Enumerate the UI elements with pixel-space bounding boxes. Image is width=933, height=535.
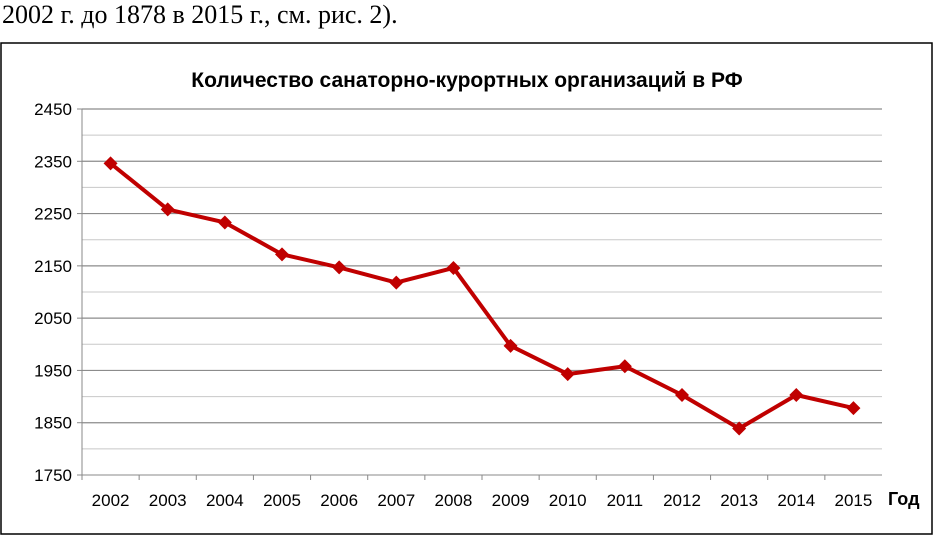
y-tick-label: 1750: [34, 466, 72, 485]
data-point-marker: [389, 275, 404, 290]
data-point-marker: [217, 215, 232, 230]
data-point-marker: [846, 401, 861, 416]
data-point-marker: [617, 359, 632, 374]
x-tick-label: 2002: [92, 491, 130, 510]
x-tick-labels: 2002 2003 2004 2005 2006 2007 2008 2009 2010 2011…: [92, 491, 873, 510]
data-point-marker: [789, 388, 804, 403]
x-tick-label: 2006: [320, 491, 358, 510]
chart-title: Количество санаторно-курортных организац…: [191, 69, 742, 92]
data-point-marker: [503, 338, 518, 353]
x-axis-label: Год: [888, 489, 920, 509]
series-polyline: [109, 161, 854, 431]
gridlines: [77, 108, 882, 480]
x-tick-label: 2003: [149, 491, 187, 510]
x-tick-label: 2007: [377, 491, 415, 510]
x-tick-label: 2013: [720, 491, 758, 510]
x-tick-label: 2004: [206, 491, 244, 510]
x-tick-label: 2012: [663, 491, 701, 510]
y-tick-label: 2150: [34, 257, 72, 276]
y-tick-labels: 1750 1850 1950 2050 2150 2250 2350 2450: [34, 100, 72, 485]
y-tick-label: 2350: [34, 152, 72, 171]
y-tick-label: 2050: [34, 309, 72, 328]
x-tick-label: 2010: [549, 491, 587, 510]
x-tick-label: 2014: [777, 491, 815, 510]
x-tick-label: 2008: [435, 491, 473, 510]
series-line: [109, 161, 854, 431]
data-point-marker: [332, 260, 347, 275]
data-point-marker: [732, 421, 747, 436]
line-chart: Количество санаторно-курортных организац…: [0, 42, 933, 535]
y-tick-label: 1850: [34, 414, 72, 433]
y-tick-label: 2250: [34, 205, 72, 224]
x-tick-label: 2005: [263, 491, 301, 510]
chart-container: Количество санаторно-курортных организац…: [0, 42, 933, 535]
y-tick-label: 1950: [34, 361, 72, 380]
x-tick-label: 2011: [607, 491, 644, 510]
document-text-line: 2002 г. до 1878 в 2015 г., см. рис. 2).: [2, 0, 398, 29]
x-tick-label: 2015: [835, 491, 873, 510]
data-point-marker: [275, 247, 289, 262]
data-markers: [103, 156, 861, 436]
y-tick-label: 2450: [34, 100, 72, 119]
data-point-marker: [560, 367, 575, 382]
data-point-marker: [446, 260, 461, 275]
data-point-marker: [160, 202, 175, 217]
data-point-marker: [103, 156, 118, 171]
data-point-marker: [675, 388, 689, 403]
x-tick-label: 2009: [492, 491, 530, 510]
